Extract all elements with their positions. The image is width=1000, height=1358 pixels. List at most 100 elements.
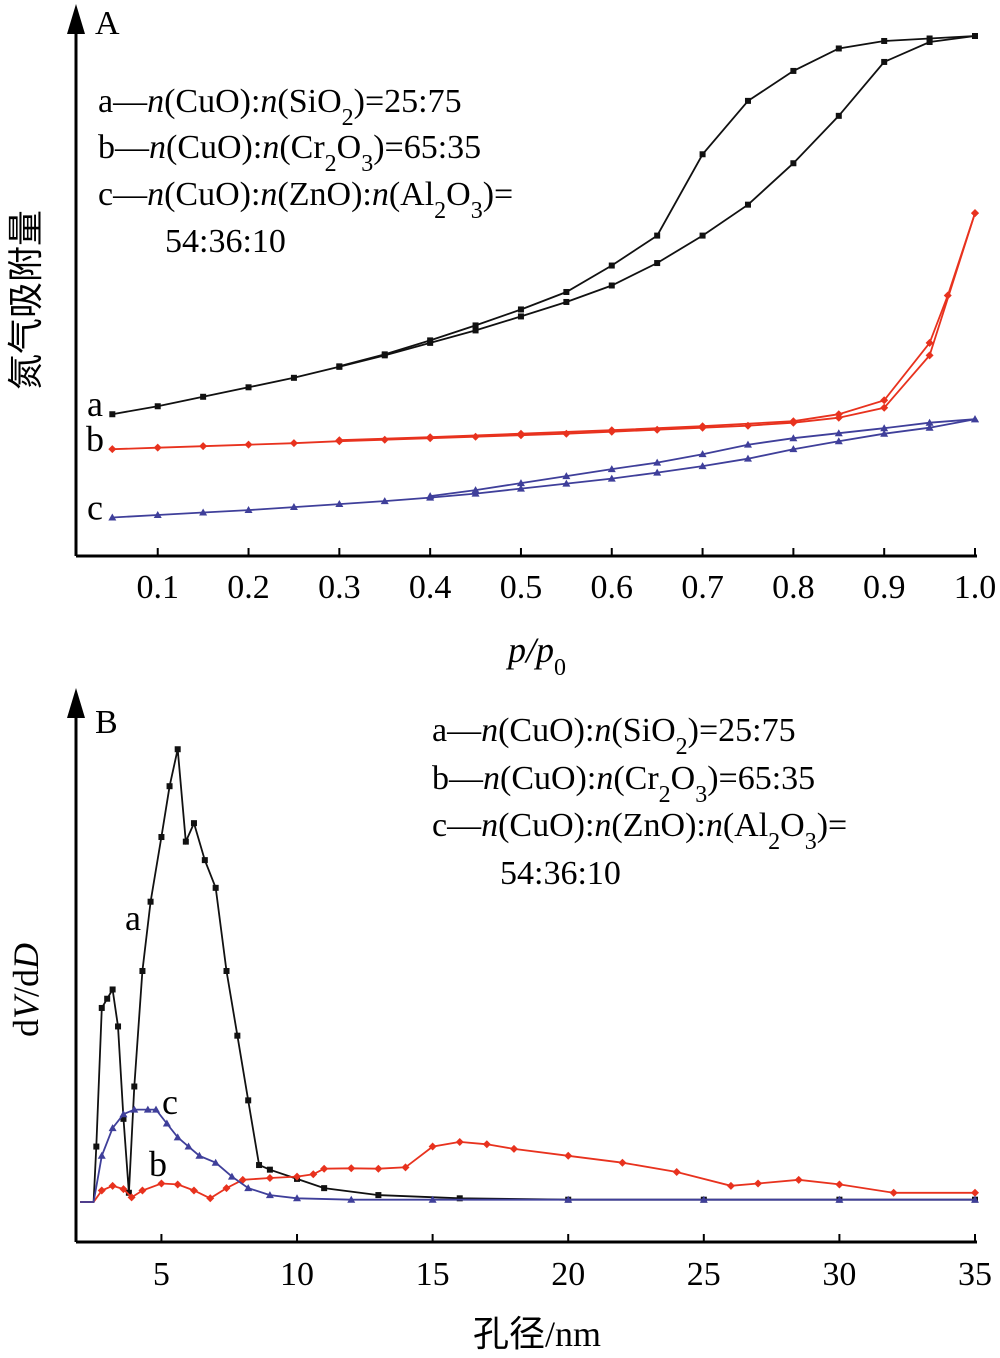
panel-a-series-b-point [834,410,843,419]
panel-b-series-a-point [120,1115,127,1122]
panel-a-series-a-point [517,313,524,320]
panel-b-series-b-point [672,1167,681,1176]
panel-a-series-c-point [698,462,707,470]
panel-b-series-b-point [265,1173,274,1182]
panel-a-series-c-point [153,511,162,519]
panel-a-series-c-point [789,445,798,453]
panel-a-series-c-point [335,500,344,508]
panel-b-series-b-point [119,1185,128,1194]
panel-b-series-a-point [147,898,154,905]
panel-a-series-a-point [835,112,842,119]
panel-a-series-b-point [789,417,798,426]
panel-a-series-b-point [289,439,298,448]
panel-b-series-a-point [456,1195,463,1202]
panel-a-series-a-point [790,160,797,167]
panel-a-series-a-point [608,282,615,289]
panel-b-series-a-point [190,820,197,827]
panel-b-series-a-point [131,1083,138,1090]
panel-b-series-a-point [223,968,230,974]
panel-b-series-a-point [174,746,181,753]
panel-b-series-a-point [98,1004,105,1011]
panel-a-y-axis-title: 氮气吸附量 [6,210,46,390]
panel-a-series-b-point [607,426,616,435]
panel-b-series-b-point [971,1188,979,1197]
panel-b-series-b-point [309,1170,318,1179]
panel-a-series-c-point [562,472,571,480]
panel-b-series-c-point [244,1184,253,1192]
panel-b-series-b-point [347,1164,356,1173]
panel-a-series-a-point [744,201,751,208]
panel-b-series-b-point [835,1180,844,1189]
panel-b-series-c-point [428,1195,437,1203]
panel-a-series-c-point [380,497,389,505]
panel-b-x-tick-label: 30 [822,1256,856,1293]
panel-a-series-b-point [108,445,117,454]
panel-b-series-c-point [971,1195,979,1203]
panel-b-series-c-line [80,1108,975,1203]
panel-a-series-a-point [835,45,842,52]
panel-b-curve-label: c [162,1082,178,1122]
panel-b-x-axis-title: 孔径/nm [473,1314,601,1354]
panel-b-series-b-point [320,1164,329,1173]
panel-b-series-b-point [189,1186,198,1195]
panel-b-series-b-point [428,1142,437,1151]
panel-a-series-b-point [471,432,480,441]
panel-b-series-c-point [108,1124,117,1132]
panel-a-series-c-point [653,468,662,476]
panel-b-series-a-point [115,1023,122,1030]
panel-b-x-tick-label: 20 [551,1256,585,1293]
panel-b-series-c-point [97,1151,106,1159]
panel-b-x-tick-label: 15 [416,1256,450,1293]
panel-a-x-tick-label: 0.6 [591,569,634,606]
panel-a-series-b-point [244,440,253,449]
panel-b-legend-entry: c—n(CuO):n(ZnO):n(Al2O3)= [432,807,847,855]
panel-b-series-b-point [173,1180,182,1189]
panel-a-series-a-point [563,298,570,305]
panel-b-series-a-line [80,749,975,1203]
panel-a-series-a-point [200,393,207,400]
panel-b-series-a-point [201,857,208,864]
panel-b-series-b-point [618,1158,627,1167]
panel-a-series-c-point [199,508,208,516]
panel-b-series-b-point [401,1163,410,1172]
panel-a-series-a-point [699,151,706,158]
panel-a-series-a-point [109,411,116,418]
panel-a-series-c-point [925,423,934,431]
panel-b-series-b-point [108,1181,117,1190]
panel-a-series-c-point [834,437,843,445]
panel-a-series-b-point [153,443,162,452]
panel-a-series-b-point [516,429,525,438]
panel-b-series-b-point [374,1164,383,1173]
panel-b-series-a-point [245,1097,252,1104]
panel-b-series-b-point [794,1175,803,1184]
panel-a-series-a-point [926,35,933,42]
panel-b-curve-label: a [125,898,141,938]
panel-a-series-c-adsorption-line [112,418,976,519]
panel-b-series-a-point [256,1162,263,1169]
panel-b-series-c-point [143,1105,152,1113]
panel-b-series-a-point [158,834,165,841]
panel-a-series-b-point [562,429,571,438]
panel-b-series-b-point [97,1186,106,1195]
panel-a-series-b-point [199,442,208,451]
panel-a-series-a-point [517,306,524,313]
panel-a-legend-entry: 54:36:10 [165,223,286,260]
panel-a-series-c-point [834,429,843,437]
panel-b-legend-entry: a—n(CuO):n(SiO2)=25:75 [432,712,796,760]
panel-a-x-tick-label: 1.0 [954,569,997,606]
panel-b-series-b-point [138,1186,147,1195]
panel-b-y-axis-title: dV/dD [6,943,46,1037]
panel-a-series-a-point [926,38,933,45]
panel-b-legend-entry: 54:36:10 [500,855,621,892]
panel-a-series-a-point [881,58,888,65]
panel-a-series-c-point [426,492,435,500]
panel-a-series-a-point [427,337,434,344]
panel-a-series-c-point [698,450,707,458]
panel-a-legend-entry: a—n(CuO):n(SiO2)=25:75 [98,83,462,131]
panel-a-series-c-point [108,513,117,521]
panel-b-series-a-point [93,1143,100,1150]
panel-a-series-a-point [154,403,161,410]
panel-a-series-a-point [654,260,661,267]
panel-a-series-b-point [925,351,934,360]
panel-a-series-c-point [925,418,934,426]
